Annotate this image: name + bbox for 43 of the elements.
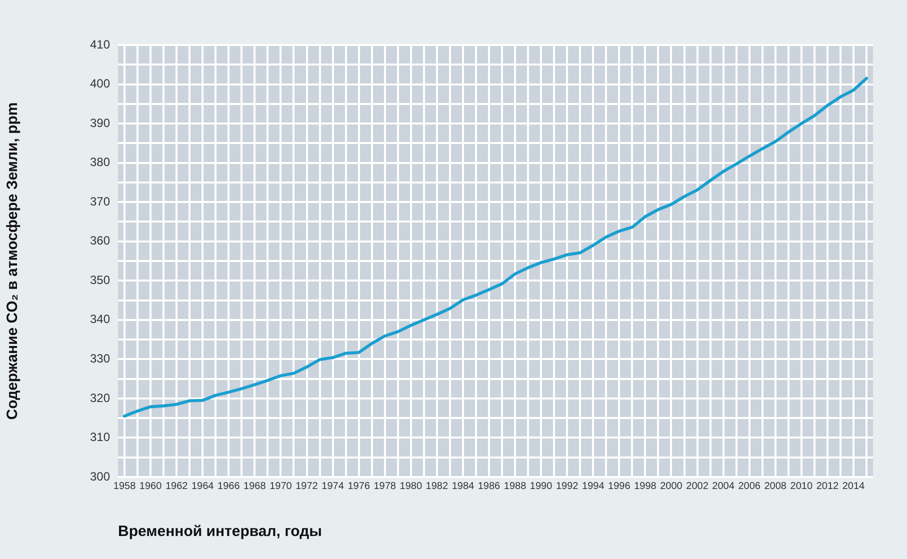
x-tick-label: 1996	[608, 480, 631, 492]
x-tick-label: 2008	[764, 480, 787, 492]
x-tick-label: 2006	[738, 480, 761, 492]
x-tick-label: 1998	[634, 480, 657, 492]
x-tick-label: 1976	[348, 480, 370, 492]
x-tick-label: 2004	[712, 480, 735, 492]
x-tick-label: 2014	[842, 480, 866, 492]
y-tick-label: 350	[90, 272, 110, 287]
y-axis-title: Содержание CO₂ в атмосфере Земли, ppm	[4, 102, 22, 420]
x-tick-label: 1966	[218, 480, 240, 492]
x-tick-label: 2010	[790, 480, 813, 492]
x-tick-label: 1980	[400, 480, 422, 492]
x-tick-label: 1968	[244, 480, 266, 492]
y-tick-label: 300	[90, 469, 110, 484]
y-tick-label: 370	[90, 194, 110, 208]
y-tick-label: 360	[90, 234, 110, 248]
x-tick-label: 2002	[686, 480, 709, 492]
x-tick-label: 1988	[504, 480, 527, 492]
x-tick-label: 1992	[556, 480, 579, 492]
y-tick-label: 310	[90, 430, 110, 444]
y-tick-label: 390	[90, 116, 110, 130]
x-tick-label: 1978	[374, 480, 396, 492]
y-tick-label: 410	[90, 37, 110, 52]
y-tick-label: 320	[90, 390, 110, 405]
x-tick-label: 1990	[530, 480, 553, 492]
x-tick-label: 2012	[816, 480, 839, 492]
x-tick-label: 1974	[322, 480, 344, 492]
x-tick-label: 1962	[165, 480, 188, 492]
y-tick-label: 380	[90, 155, 110, 170]
x-tick-label: 1972	[296, 480, 318, 492]
x-tick-label: 1994	[582, 480, 605, 492]
x-tick-label: 1982	[426, 480, 448, 492]
x-tick-label: 1970	[270, 480, 292, 492]
x-tick-label: 1964	[191, 480, 214, 492]
x-tick-label: 1984	[452, 480, 475, 492]
x-tick-label: 1986	[478, 480, 501, 492]
y-tick-label: 340	[90, 312, 110, 326]
x-tick-label: 1960	[139, 480, 162, 492]
y-tick-label: 400	[90, 76, 110, 91]
x-axis-title: Временной интервал, годы	[118, 523, 322, 540]
x-tick-label: 2000	[660, 480, 683, 492]
x-tick-label: 1958	[113, 480, 136, 492]
y-tick-label: 330	[90, 351, 110, 366]
